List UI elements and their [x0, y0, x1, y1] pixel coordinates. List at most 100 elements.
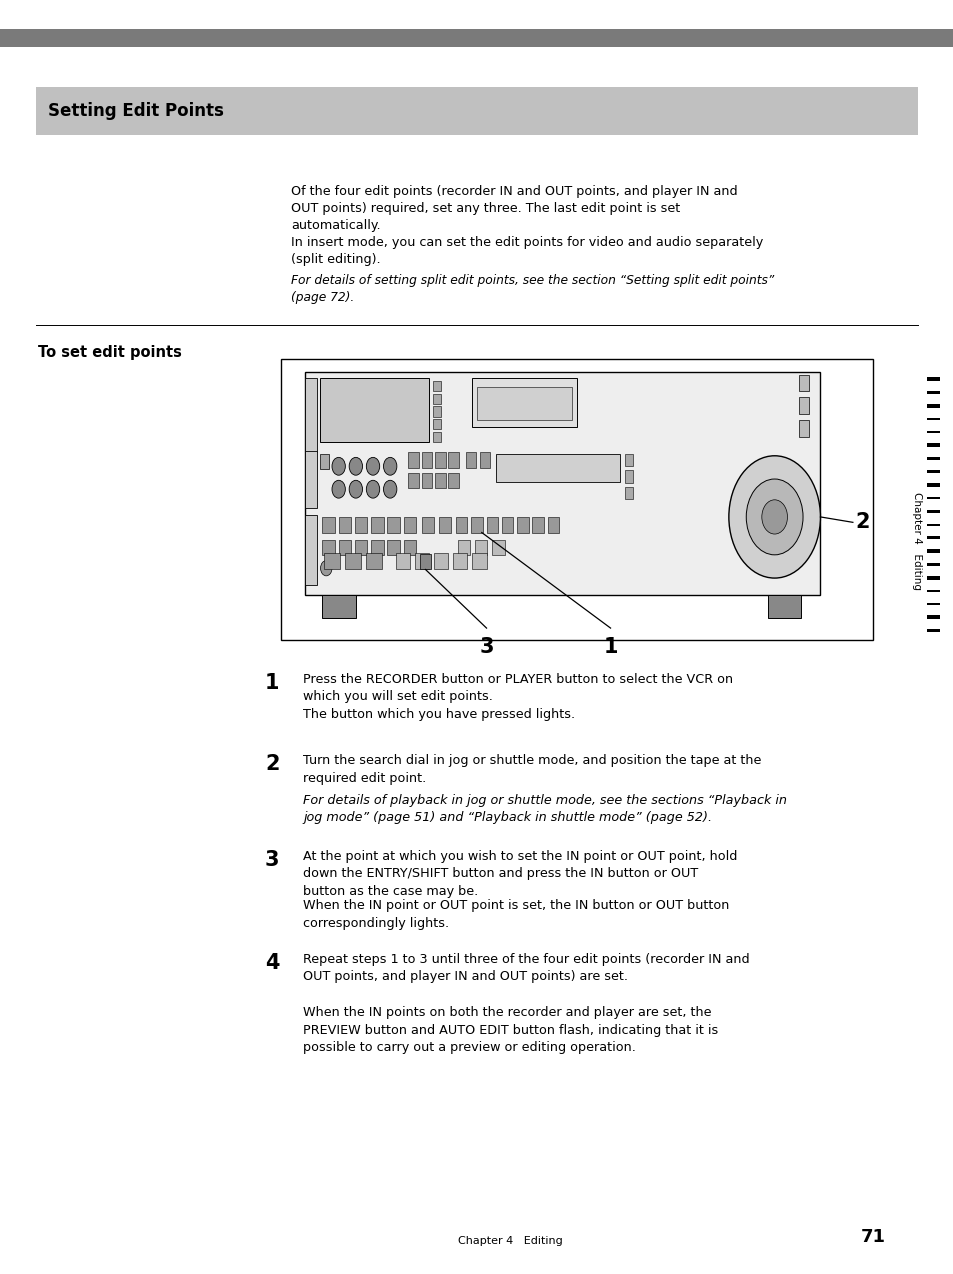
Bar — [926, 483, 939, 487]
Circle shape — [332, 480, 345, 498]
Bar — [475, 540, 487, 555]
Bar — [624, 487, 633, 499]
Bar — [403, 517, 416, 533]
Bar — [371, 517, 383, 533]
Text: 71: 71 — [860, 1228, 884, 1246]
Bar — [433, 432, 440, 442]
Text: To set edit points: To set edit points — [38, 345, 182, 361]
Text: Setting Edit Points: Setting Edit Points — [48, 102, 223, 120]
Text: 3: 3 — [478, 637, 494, 657]
Bar — [305, 378, 316, 452]
Bar — [457, 540, 470, 555]
Bar — [517, 517, 528, 533]
Bar — [486, 517, 497, 533]
Bar — [366, 553, 381, 569]
Bar — [624, 454, 633, 466]
Bar — [345, 553, 360, 569]
Bar — [926, 615, 939, 619]
Circle shape — [349, 457, 362, 475]
Bar — [547, 517, 558, 533]
Text: 1: 1 — [602, 637, 618, 657]
Bar — [926, 536, 939, 539]
Bar — [355, 540, 367, 555]
Bar — [926, 443, 939, 447]
Bar — [926, 470, 939, 473]
Bar — [767, 595, 801, 618]
Bar — [322, 540, 335, 555]
Text: Chapter 4   Editing: Chapter 4 Editing — [911, 493, 921, 590]
Bar — [926, 377, 939, 381]
Bar — [438, 517, 451, 533]
Bar — [322, 595, 355, 618]
Text: When the IN points on both the recorder and player are set, the
PREVIEW button a: When the IN points on both the recorder … — [303, 1006, 718, 1055]
Bar — [387, 517, 399, 533]
Bar — [926, 510, 939, 513]
Bar — [322, 517, 335, 533]
Bar — [433, 419, 440, 429]
Bar — [799, 420, 808, 437]
Bar — [421, 473, 432, 488]
Bar — [448, 452, 458, 468]
Bar — [281, 359, 872, 640]
Bar — [496, 454, 619, 482]
Bar — [338, 540, 351, 555]
Circle shape — [366, 457, 379, 475]
Bar — [926, 524, 939, 526]
Bar — [435, 473, 445, 488]
Bar — [434, 553, 448, 569]
Bar — [926, 590, 939, 592]
Bar — [421, 517, 434, 533]
Circle shape — [349, 480, 362, 498]
Bar — [319, 378, 429, 442]
Bar — [415, 553, 429, 569]
Bar — [926, 563, 939, 566]
Bar — [435, 452, 445, 468]
Bar — [421, 452, 432, 468]
Bar — [324, 553, 339, 569]
Circle shape — [728, 456, 820, 578]
Text: Chapter 4   Editing: Chapter 4 Editing — [457, 1236, 562, 1246]
Text: At the point at which you wish to set the IN point or OUT point, hold
down the E: At the point at which you wish to set th… — [303, 850, 737, 898]
Bar — [926, 457, 939, 460]
Bar — [926, 391, 939, 394]
Bar — [371, 540, 383, 555]
Bar — [472, 553, 486, 569]
Circle shape — [366, 480, 379, 498]
Bar — [433, 394, 440, 404]
Bar — [419, 554, 431, 569]
Bar — [799, 375, 808, 391]
Bar — [926, 603, 939, 605]
Bar — [799, 397, 808, 414]
Bar — [395, 553, 410, 569]
Bar — [387, 540, 399, 555]
Text: When the IN point or OUT point is set, the IN button or OUT button
corresponding: When the IN point or OUT point is set, t… — [303, 899, 729, 930]
Text: Repeat steps 1 to 3 until three of the four edit points (recorder IN and
OUT poi: Repeat steps 1 to 3 until three of the f… — [303, 953, 749, 984]
Circle shape — [745, 479, 802, 555]
Bar — [532, 517, 543, 533]
Bar — [456, 517, 467, 533]
Text: For details of playback in jog or shuttle mode, see the sections “Playback in
jo: For details of playback in jog or shuttl… — [303, 794, 786, 824]
Bar — [305, 372, 820, 595]
Bar — [319, 454, 329, 469]
Bar — [355, 517, 367, 533]
Bar — [448, 473, 458, 488]
Bar — [0, 28, 953, 46]
Circle shape — [383, 480, 396, 498]
Bar — [403, 540, 416, 555]
Circle shape — [320, 561, 332, 576]
Bar — [926, 497, 939, 499]
Bar — [36, 87, 917, 135]
Bar — [926, 418, 939, 420]
Text: 3: 3 — [265, 850, 279, 870]
Bar — [479, 452, 490, 468]
Text: The button which you have pressed lights.: The button which you have pressed lights… — [303, 708, 575, 721]
Bar — [926, 629, 939, 632]
Bar — [338, 517, 351, 533]
Bar — [471, 517, 482, 533]
Bar — [305, 451, 316, 508]
Text: Press the RECORDER button or PLAYER button to select the VCR on
which you will s: Press the RECORDER button or PLAYER butt… — [303, 673, 733, 703]
Bar — [433, 381, 440, 391]
Bar — [408, 473, 418, 488]
Bar — [926, 431, 939, 433]
Bar — [433, 406, 440, 417]
